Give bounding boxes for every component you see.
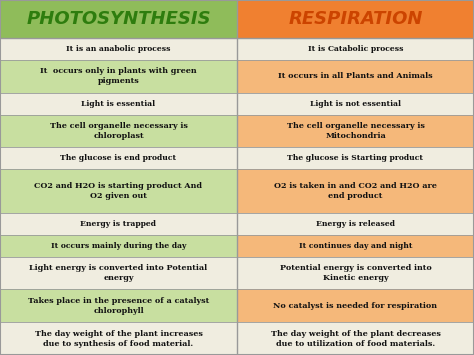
FancyBboxPatch shape <box>0 115 237 147</box>
Text: Light is essential: Light is essential <box>82 100 155 108</box>
FancyBboxPatch shape <box>0 257 237 289</box>
Text: The cell organelle necessary is
chloroplast: The cell organelle necessary is chloropl… <box>50 122 187 140</box>
FancyBboxPatch shape <box>0 169 237 213</box>
FancyBboxPatch shape <box>237 257 474 289</box>
FancyBboxPatch shape <box>0 213 237 235</box>
Text: It occurs in all Plants and Animals: It occurs in all Plants and Animals <box>278 72 433 80</box>
FancyBboxPatch shape <box>237 169 474 213</box>
FancyBboxPatch shape <box>237 147 474 169</box>
FancyBboxPatch shape <box>0 322 237 355</box>
Text: It  occurs only in plants with green
pigments: It occurs only in plants with green pigm… <box>40 67 197 85</box>
Text: Light is not essential: Light is not essential <box>310 100 401 108</box>
Text: The day weight of the plant increases
due to synthesis of food material.: The day weight of the plant increases du… <box>35 330 202 348</box>
FancyBboxPatch shape <box>237 60 474 93</box>
Text: The cell organelle necessary is
Mitochondria: The cell organelle necessary is Mitochon… <box>287 122 424 140</box>
Text: No catalyst is needed for respiration: No catalyst is needed for respiration <box>273 302 438 310</box>
FancyBboxPatch shape <box>237 289 474 322</box>
FancyBboxPatch shape <box>237 93 474 115</box>
FancyBboxPatch shape <box>237 38 474 60</box>
FancyBboxPatch shape <box>0 289 237 322</box>
FancyBboxPatch shape <box>0 93 237 115</box>
FancyBboxPatch shape <box>0 147 237 169</box>
Text: The glucose is Starting product: The glucose is Starting product <box>288 154 423 162</box>
Text: It is an anabolic process: It is an anabolic process <box>66 45 171 53</box>
FancyBboxPatch shape <box>0 235 237 257</box>
Text: The day weight of the plant decreases
due to utilization of food materials.: The day weight of the plant decreases du… <box>271 330 440 348</box>
Text: RESPIRATION: RESPIRATION <box>288 10 423 28</box>
Text: CO2 and H2O is starting product And
O2 given out: CO2 and H2O is starting product And O2 g… <box>35 182 202 200</box>
Text: PHOTOSYNTHESIS: PHOTOSYNTHESIS <box>26 10 211 28</box>
FancyBboxPatch shape <box>237 235 474 257</box>
FancyBboxPatch shape <box>237 213 474 235</box>
FancyBboxPatch shape <box>0 38 237 60</box>
Text: Energy is released: Energy is released <box>316 220 395 228</box>
FancyBboxPatch shape <box>237 115 474 147</box>
FancyBboxPatch shape <box>237 0 474 38</box>
FancyBboxPatch shape <box>237 322 474 355</box>
Text: Light energy is converted into Potential
energy: Light energy is converted into Potential… <box>29 264 208 282</box>
Text: Takes place in the presence of a catalyst
chlorophyll: Takes place in the presence of a catalys… <box>28 297 209 315</box>
FancyBboxPatch shape <box>0 60 237 93</box>
Text: It continues day and night: It continues day and night <box>299 242 412 250</box>
Text: It is Catabolic process: It is Catabolic process <box>308 45 403 53</box>
Text: Energy is trapped: Energy is trapped <box>81 220 156 228</box>
Text: It occurs mainly during the day: It occurs mainly during the day <box>51 242 186 250</box>
Text: The glucose is end product: The glucose is end product <box>61 154 176 162</box>
FancyBboxPatch shape <box>0 0 237 38</box>
Text: O2 is taken in and CO2 and H2O are
end product: O2 is taken in and CO2 and H2O are end p… <box>274 182 437 200</box>
Text: Potential energy is converted into
Kinetic energy: Potential energy is converted into Kinet… <box>280 264 431 282</box>
